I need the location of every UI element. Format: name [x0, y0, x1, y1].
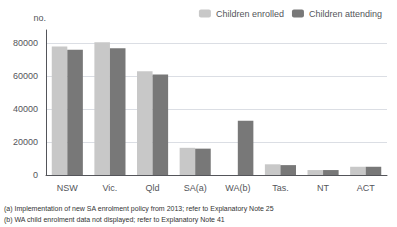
svg-text:0: 0 [33, 170, 38, 180]
svg-text:60000: 60000 [13, 71, 38, 81]
svg-text:no.: no. [33, 13, 46, 23]
svg-text:NSW: NSW [57, 183, 79, 193]
svg-text:ACT: ACT [357, 183, 376, 193]
svg-text:NT: NT [317, 183, 329, 193]
svg-text:Children attending: Children attending [309, 9, 382, 19]
svg-text:20000: 20000 [13, 137, 38, 147]
svg-text:SA(a): SA(a) [184, 183, 207, 193]
svg-text:40000: 40000 [13, 104, 38, 114]
svg-text:Vic.: Vic. [103, 183, 118, 193]
svg-text:WA(b): WA(b) [225, 183, 250, 193]
svg-text:(a) Implementation of new SA e: (a) Implementation of new SA enrolment p… [4, 205, 274, 213]
svg-text:80000: 80000 [13, 38, 38, 48]
svg-text:Qld: Qld [146, 183, 160, 193]
svg-text:Tas.: Tas. [272, 183, 289, 193]
svg-text:Children enrolled: Children enrolled [216, 9, 284, 19]
svg-text:(b) WA child enrolment data no: (b) WA child enrolment data not displaye… [4, 216, 225, 224]
